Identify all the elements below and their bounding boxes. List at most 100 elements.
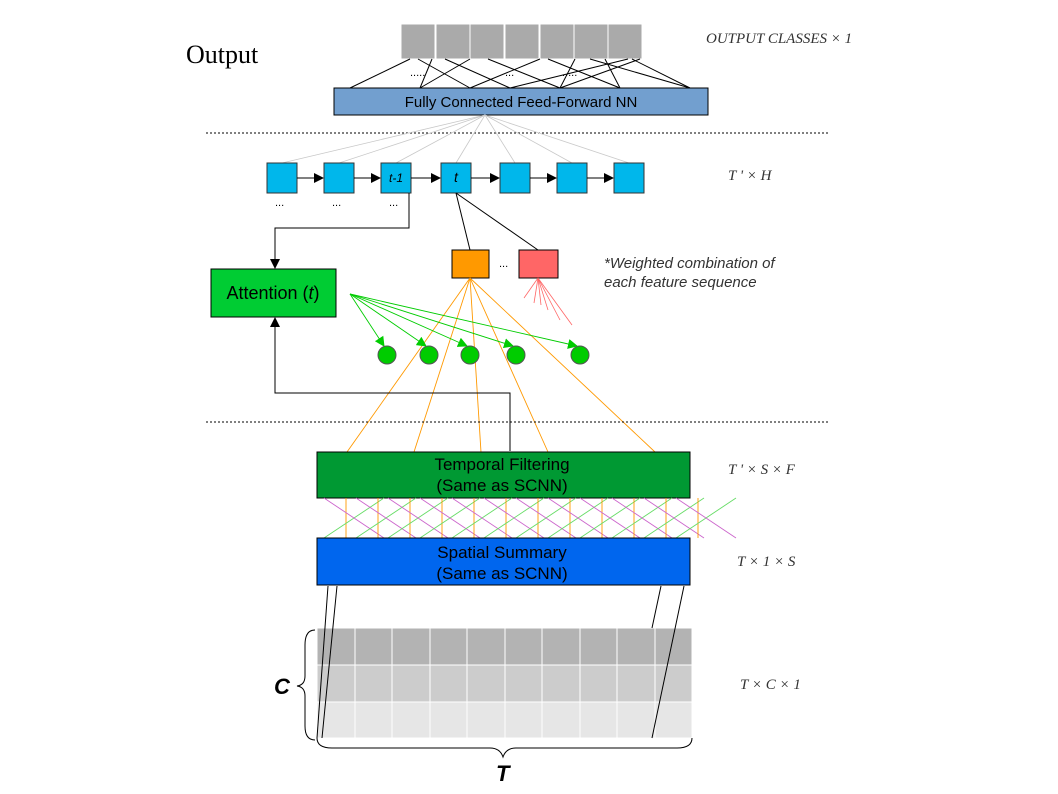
input-grid-cell: [579, 664, 618, 703]
attention-weight-arrows: [349, 293, 578, 349]
output-connection-line: [547, 58, 621, 89]
rnn-cells-row: t-1 t: [266, 162, 645, 194]
output-class-cell: [539, 23, 575, 60]
orange-feature-lines: [346, 277, 656, 453]
temporal-spatial-line: [675, 497, 737, 539]
output-title: Output: [186, 40, 259, 69]
attention-weight-node: [570, 345, 590, 365]
spatial-summary-box: [316, 537, 691, 586]
fc-to-rnn-line: [338, 114, 486, 164]
temporal-spatial-line: [419, 497, 481, 539]
fc-to-rnn-line: [484, 114, 630, 164]
temporal-spatial-line: [547, 497, 609, 539]
feature-ellipsis: ...: [499, 258, 508, 270]
time-brace: [316, 737, 693, 759]
rnn-cell-curr-label: t: [454, 169, 459, 185]
input-grid-cell: [504, 627, 543, 666]
input-grid-cell: [391, 701, 431, 739]
attention-weight-arrow: [349, 293, 385, 347]
output-connection-line: [444, 58, 511, 89]
channel-brace: [296, 629, 316, 741]
attention-weight-node: [460, 345, 480, 365]
output-connection-line: [417, 58, 471, 89]
rnn-ellipsis-group: ... ... ...: [275, 197, 398, 209]
input-grid-cell: [466, 664, 506, 703]
fc-to-rnn-line: [395, 114, 486, 164]
grid-line-right-inner: [651, 585, 662, 629]
input-grid-cell: [391, 664, 431, 703]
attention-weight-arrow: [349, 293, 468, 347]
dim-rnn: T ' × H: [728, 168, 773, 184]
input-grid: [316, 627, 693, 739]
input-grid-cell: [541, 664, 581, 703]
grid-line-right-outer: [651, 585, 685, 739]
input-grid-cell: [391, 627, 431, 666]
features-to-attention-arrow: [270, 317, 511, 451]
temporal-spatial-line: [323, 497, 385, 539]
attention-weight-arrow: [349, 293, 427, 347]
output-ellipsis-3: .....: [562, 67, 577, 79]
grid-line-left-inner: [321, 585, 338, 739]
input-grid-cell: [541, 701, 581, 739]
red-feature-line: [537, 277, 549, 311]
input-grid-cell: [579, 627, 618, 666]
input-grid-cell: [429, 627, 468, 666]
temporal-spatial-line: [387, 497, 449, 539]
input-grid-cell: [654, 701, 693, 739]
output-class-cell: [504, 23, 540, 60]
dim-temporal: T ' × S × F: [728, 462, 796, 478]
dim-input: T × C × 1: [740, 677, 801, 693]
feature-box-orange: [451, 249, 490, 279]
rnn-ellipsis-2: ...: [332, 197, 341, 209]
output-connection-line: [509, 58, 629, 89]
input-grid-cell: [616, 627, 656, 666]
attention-weight-node: [377, 345, 397, 365]
output-connection-line: [419, 58, 433, 89]
attention-label: Attention (t): [226, 283, 319, 303]
dim-output: OUTPUT CLASSES × 1: [706, 31, 852, 47]
output-class-cell: [607, 23, 643, 60]
output-class-cell: [400, 23, 436, 60]
input-grid-cell: [616, 664, 656, 703]
rnn-cell: [323, 162, 355, 194]
output-connections: [349, 58, 691, 89]
state-to-orange-line: [455, 192, 471, 251]
attention-weight-node: [419, 345, 439, 365]
dim-spatial: T × 1 × S: [737, 554, 796, 570]
output-connection-line: [487, 58, 561, 89]
rnn-ellipsis-1: ...: [275, 197, 284, 209]
fc-layer-label: Fully Connected Feed-Forward NN: [405, 94, 638, 111]
temporal-filtering-line-1: Temporal Filtering: [434, 455, 569, 474]
spatial-summary-line-1: Spatial Summary: [437, 543, 567, 562]
input-grid-cell: [466, 701, 506, 739]
temporal-spatial-line: [515, 497, 577, 539]
attention-weight-arrow: [349, 293, 514, 349]
channel-axis-label: C: [274, 674, 291, 699]
orange-feature-line: [469, 277, 656, 453]
red-feature-line: [537, 277, 542, 306]
rnn-ellipsis-3: ...: [389, 197, 398, 209]
attention-weight-nodes: [377, 345, 590, 365]
red-feature-line: [533, 277, 539, 304]
input-grid-cell: [579, 701, 618, 739]
feature-box-red: [518, 249, 559, 279]
prev-state-to-attention-arrow: [270, 193, 410, 269]
red-feature-line: [537, 277, 561, 321]
grid-line-left-outer: [316, 585, 329, 739]
orange-feature-line: [346, 277, 471, 453]
input-grid-cell: [354, 664, 393, 703]
fc-to-rnn-line: [455, 114, 486, 164]
red-feature-lines: [523, 277, 573, 326]
orange-feature-line: [469, 277, 549, 453]
output-ellipsis-group: ..... ... .....: [410, 67, 577, 79]
output-classes-row: [400, 23, 643, 60]
input-grid-cell: [466, 627, 506, 666]
rnn-cell: [613, 162, 645, 194]
input-grid-cell: [354, 627, 393, 666]
note-line-2: each feature sequence: [604, 274, 757, 291]
output-ellipsis-1: .....: [410, 67, 425, 79]
attention-weight-arrow: [349, 293, 578, 349]
red-feature-line: [537, 277, 573, 326]
temporal-filtering-box: [316, 451, 691, 499]
